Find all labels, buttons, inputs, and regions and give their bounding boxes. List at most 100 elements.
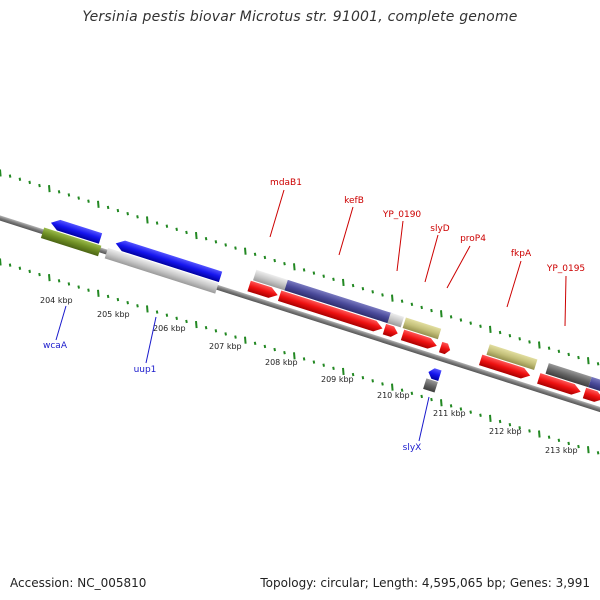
minor-tick: [126, 300, 129, 305]
fkpA-red-gene[interactable]: [478, 354, 532, 381]
minor-tick: [234, 335, 237, 339]
purple-gene-end[interactable]: [588, 376, 600, 400]
slyX-gene[interactable]: [427, 367, 442, 381]
gene-label-mdaB1[interactable]: mdaB1: [270, 178, 302, 188]
minor-tick: [253, 341, 257, 346]
minor-tick: [557, 349, 561, 353]
kefB-gene[interactable]: [284, 279, 393, 324]
minor-tick: [459, 407, 463, 411]
gene-label-wcaA[interactable]: wcaA: [43, 341, 68, 351]
minor-tick: [38, 272, 41, 277]
gene-label-uup1[interactable]: uup1: [134, 365, 157, 375]
minor-tick: [518, 426, 521, 430]
gene-label-fkpA[interactable]: fkpA: [511, 249, 532, 259]
minor-tick: [459, 318, 463, 322]
minor-tick: [67, 282, 71, 286]
YP_0190-gene[interactable]: [402, 317, 442, 340]
minor-tick: [371, 379, 374, 383]
YP_0195-red-gene[interactable]: [537, 373, 582, 397]
minor-tick: [165, 224, 169, 228]
gene-label-slyD[interactable]: slyD: [430, 224, 450, 234]
minor-tick: [283, 262, 286, 266]
minor-tick: [155, 310, 159, 314]
olive-gene[interactable]: [40, 227, 102, 257]
mdaB1-gene[interactable]: [253, 269, 289, 291]
major-tick: [587, 357, 590, 365]
red-gene-3[interactable]: [382, 323, 400, 339]
major-tick: [0, 169, 2, 177]
minor-tick: [528, 340, 531, 344]
major-tick: [195, 320, 198, 329]
fkpA-gene[interactable]: [486, 344, 538, 370]
gene-label-slyX[interactable]: slyX: [403, 443, 422, 453]
major-tick: [146, 305, 149, 313]
ruler-label: 209 kbp: [321, 375, 354, 384]
upper-dotted-track: [0, 169, 600, 366]
minor-tick: [518, 337, 521, 341]
red-gene-end-1[interactable]: [582, 387, 600, 405]
minor-tick: [18, 177, 22, 181]
ruler-label: 211 kbp: [433, 409, 466, 418]
YP_0195-gene[interactable]: [545, 363, 592, 388]
gene-label-kefB[interactable]: kefB: [344, 196, 364, 206]
minor-tick: [273, 347, 276, 352]
major-tick: [146, 216, 149, 224]
red-gene-1[interactable]: [247, 280, 279, 301]
minor-tick: [273, 258, 276, 263]
minor-tick: [8, 174, 12, 178]
minor-tick: [567, 441, 570, 446]
gene-label-YP_0190[interactable]: YP_0190: [382, 210, 422, 220]
major-tick: [489, 414, 492, 422]
minor-tick: [322, 274, 325, 278]
minor-tick: [302, 357, 306, 361]
small-grey-gene[interactable]: [387, 312, 405, 328]
red-gene-2[interactable]: [277, 290, 384, 333]
minor-tick: [214, 240, 218, 244]
dark-small-gene[interactable]: [423, 378, 438, 393]
wcaA-gene[interactable]: [49, 217, 103, 244]
ruler-label: 213 kbp: [545, 446, 578, 455]
proP4-gene[interactable]: [438, 341, 452, 356]
minor-tick: [351, 283, 355, 288]
minor-tick: [8, 263, 12, 267]
genome-summary-text: Topology: circular; Length: 4,595,065 bp…: [260, 576, 590, 590]
minor-tick: [106, 205, 110, 210]
major-tick: [538, 430, 541, 438]
minor-tick: [87, 199, 90, 203]
grey-gene[interactable]: [104, 247, 219, 294]
minor-tick: [577, 355, 580, 360]
minor-tick: [400, 299, 404, 303]
gene-label-YP_0195[interactable]: YP_0195: [546, 264, 585, 274]
minor-tick: [18, 266, 22, 270]
slyD-gene[interactable]: [400, 329, 439, 351]
major-tick: [97, 200, 100, 208]
minor-tick: [87, 288, 90, 292]
minor-tick: [224, 243, 227, 247]
uup1-gene[interactable]: [114, 238, 223, 283]
minor-tick: [528, 429, 531, 433]
leader-line: [55, 305, 67, 341]
minor-tick: [136, 304, 139, 308]
minor-tick: [302, 268, 306, 272]
map-title: Yersinia pestis biovar Microtus str. 910…: [82, 9, 518, 25]
leader-line: [396, 220, 404, 272]
minor-tick: [410, 302, 414, 307]
minor-tick: [175, 316, 178, 320]
minor-tick: [567, 352, 570, 357]
minor-tick: [224, 332, 227, 336]
minor-tick: [136, 215, 139, 219]
minor-tick: [204, 236, 208, 241]
leader-line: [506, 260, 522, 308]
ruler-label: 207 kbp: [209, 342, 242, 351]
minor-tick: [165, 313, 169, 317]
minor-tick: [420, 394, 423, 399]
major-tick: [538, 341, 541, 349]
minor-tick: [67, 193, 71, 197]
minor-tick: [361, 287, 365, 291]
gene-label-proP4[interactable]: proP4: [460, 234, 486, 244]
minor-tick: [126, 211, 129, 216]
accession-text: Accession: NC_005810: [10, 576, 147, 590]
minor-tick: [185, 319, 188, 324]
ruler-label: 206 kbp: [153, 324, 186, 333]
